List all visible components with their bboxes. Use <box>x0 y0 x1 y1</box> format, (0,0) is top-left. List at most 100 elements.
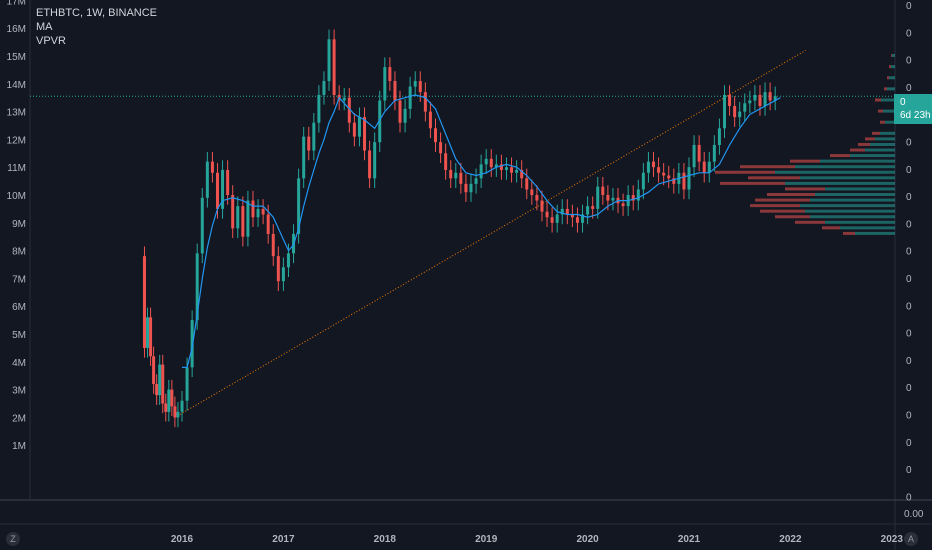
candle-body <box>368 150 372 179</box>
candle-body <box>170 389 174 407</box>
vpvr-bar-up <box>885 120 895 124</box>
vpvr-bar-up <box>875 137 895 141</box>
vpvr-bar-down <box>872 131 880 135</box>
candle-body <box>454 172 458 179</box>
vpvr-bar-up <box>805 209 895 213</box>
symbol-label[interactable]: ETHBTC, 1W, BINANCE <box>36 7 158 19</box>
candle-body <box>434 128 437 143</box>
zoom-reset-button[interactable]: Z <box>6 532 20 546</box>
candle-body <box>317 94 321 123</box>
vpvr-bar-up <box>887 87 895 91</box>
candle-body <box>743 103 747 112</box>
vpvr-bar-down <box>878 109 883 113</box>
candle-body <box>763 92 767 107</box>
candle-body <box>302 136 306 179</box>
candle-body <box>226 169 230 195</box>
vpvr-bar-up <box>825 187 895 191</box>
candle-body <box>667 175 671 179</box>
candle-body <box>185 367 189 401</box>
bar-countdown: 6d 23h <box>900 110 931 122</box>
vpvr-bar-up <box>855 231 895 235</box>
candle-body <box>575 217 579 223</box>
candle-body <box>241 206 245 237</box>
candle-body <box>149 317 153 357</box>
vpvr-bar-up <box>865 148 895 152</box>
vpvr-bar-down <box>865 137 875 141</box>
moving-average-line <box>182 94 781 368</box>
candle-body <box>662 172 666 176</box>
y-left-tick-label: 11M <box>7 163 26 174</box>
candle-body <box>393 81 397 101</box>
candle-body <box>687 167 691 190</box>
vpvr-bar-down <box>822 226 840 230</box>
candle-body <box>286 253 290 268</box>
vpvr-bar-up <box>815 193 895 196</box>
candle-body <box>591 206 595 209</box>
candle-body <box>738 111 742 118</box>
candle-body <box>697 144 701 162</box>
candle-body <box>327 39 331 82</box>
candle-body <box>152 356 156 385</box>
candle-body <box>545 211 549 218</box>
vpvr-bar-up <box>820 159 895 163</box>
vpvr-indicator-label[interactable]: VPVR <box>36 35 66 47</box>
candle-body <box>474 178 478 184</box>
candle-body <box>383 67 387 101</box>
candle-body <box>210 161 214 173</box>
candle-body <box>717 128 721 145</box>
candle-body <box>560 208 564 215</box>
candle-body <box>256 208 260 218</box>
candle-body <box>363 117 367 151</box>
candle-body <box>520 169 524 179</box>
vpvr-bar-up <box>881 98 895 102</box>
vpvr-bar-down <box>884 87 887 91</box>
vpvr-bar-down <box>785 187 825 191</box>
candle-body <box>428 111 432 129</box>
y-left-tick-label: 3M <box>12 386 26 397</box>
candle-body <box>479 164 483 179</box>
candle-body <box>266 214 270 234</box>
y-left-tick-label: 10M <box>7 191 26 202</box>
candle-body <box>570 214 574 218</box>
candle-body <box>261 208 265 215</box>
vpvr-bar-down <box>767 193 815 196</box>
y-right-tick-label: 0 <box>906 383 912 394</box>
y-right-tick-label: 0 <box>906 138 912 149</box>
candle-body <box>712 144 716 162</box>
candle-body <box>146 317 150 348</box>
y-right-tick-label: 0 <box>906 465 912 476</box>
candle-body <box>281 267 285 282</box>
vpvr-bar-up <box>810 198 895 202</box>
y-left-tick-label: 16M <box>7 24 26 35</box>
candle-body <box>631 195 635 201</box>
candle-body <box>555 214 559 223</box>
candle-body <box>646 161 650 173</box>
y-right-tick-label: 0 <box>906 411 912 422</box>
y-right-tick-label: 0 <box>906 83 912 94</box>
y-left-tick-label: 2M <box>12 413 26 424</box>
y-right-tick-label: 0 <box>906 219 912 230</box>
y-right-tick-label: 0 <box>906 165 912 176</box>
y-left-tick-label: 8M <box>12 247 26 258</box>
candle-body <box>398 100 402 123</box>
candle-body <box>195 253 199 321</box>
candle-body <box>540 200 544 212</box>
vpvr-bar-up <box>850 154 895 158</box>
candle-body <box>611 197 615 201</box>
ma-indicator-label[interactable]: MA <box>36 21 53 33</box>
candle-body <box>581 214 585 223</box>
x-tick-label: 2020 <box>576 534 599 545</box>
candle-body <box>142 256 146 348</box>
candle-body <box>246 200 250 237</box>
vpvr-bar-down <box>715 170 775 174</box>
candle-body <box>332 39 336 95</box>
y-left-tick-label: 15M <box>7 52 26 63</box>
auto-scale-button[interactable]: A <box>904 532 918 546</box>
candle-body <box>167 389 171 412</box>
y-right-tick-label: 0 <box>906 329 912 340</box>
vpvr-bar-down <box>843 231 855 235</box>
vpvr-bar-down <box>748 176 800 180</box>
vpvr-bar-up <box>891 65 895 69</box>
candle-body <box>155 384 159 396</box>
